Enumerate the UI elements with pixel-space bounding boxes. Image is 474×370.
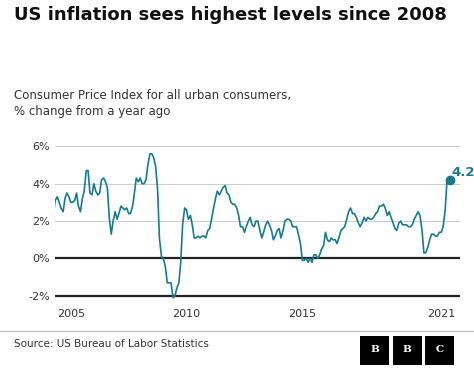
Text: Source: US Bureau of Labor Statistics: Source: US Bureau of Labor Statistics [14, 339, 209, 349]
Bar [392, 336, 422, 365]
Text: B: B [403, 346, 411, 354]
Text: US inflation sees highest levels since 2008: US inflation sees highest levels since 2… [14, 6, 447, 24]
Text: C: C [436, 346, 444, 354]
Text: Consumer Price Index for all urban consumers,
% change from a year ago: Consumer Price Index for all urban consu… [14, 89, 292, 118]
Text: B: B [370, 346, 379, 354]
Bar [360, 336, 390, 365]
Bar [425, 336, 454, 365]
Text: 4.2%: 4.2% [452, 166, 474, 179]
